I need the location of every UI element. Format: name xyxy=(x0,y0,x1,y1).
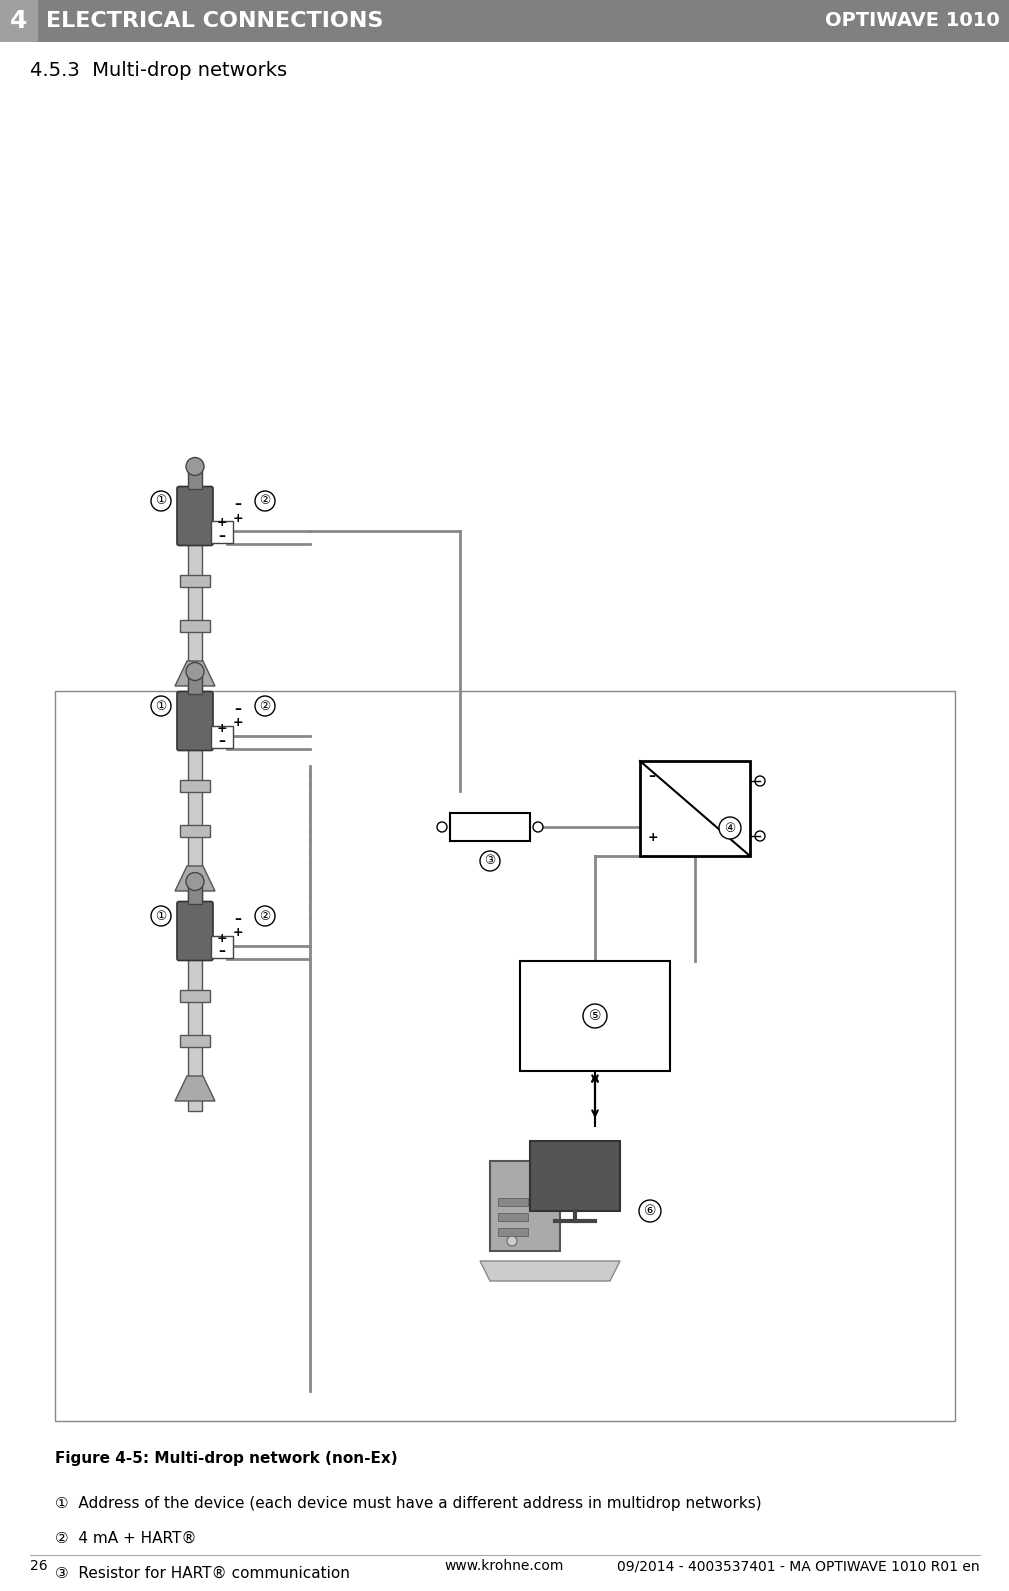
Text: ⑤: ⑤ xyxy=(588,1009,601,1023)
Bar xyxy=(498,1228,528,1236)
FancyBboxPatch shape xyxy=(177,487,213,546)
Bar xyxy=(0,0,38,41)
Text: –: – xyxy=(219,943,225,958)
Text: –: – xyxy=(219,528,225,543)
Circle shape xyxy=(186,458,204,476)
Bar xyxy=(180,990,210,1002)
Text: 09/2014 - 4003537401 - MA OPTIWAVE 1010 R01 en: 09/2014 - 4003537401 - MA OPTIWAVE 1010 … xyxy=(618,1559,980,1573)
Bar xyxy=(188,676,202,694)
Text: Figure 4-5: Multi-drop network (non-Ex): Figure 4-5: Multi-drop network (non-Ex) xyxy=(55,1451,398,1465)
Text: ①: ① xyxy=(155,700,166,713)
Bar xyxy=(498,1212,528,1220)
Circle shape xyxy=(755,831,765,842)
Circle shape xyxy=(255,695,275,716)
Bar xyxy=(211,936,233,958)
Polygon shape xyxy=(175,660,215,686)
Bar xyxy=(211,725,233,748)
Circle shape xyxy=(151,695,171,716)
Text: ②  4 mA + HART®: ② 4 mA + HART® xyxy=(55,1531,197,1546)
Bar xyxy=(188,536,202,695)
Circle shape xyxy=(719,818,741,838)
Polygon shape xyxy=(175,1076,215,1101)
Circle shape xyxy=(151,905,171,926)
Text: www.krohne.com: www.krohne.com xyxy=(444,1559,564,1573)
Circle shape xyxy=(507,1236,517,1246)
Bar xyxy=(55,690,955,1421)
Text: ③: ③ xyxy=(484,854,495,867)
Text: ①  Address of the device (each device must have a different address in multidrop: ① Address of the device (each device mus… xyxy=(55,1496,762,1511)
Text: +: + xyxy=(217,721,227,735)
FancyBboxPatch shape xyxy=(177,902,213,961)
Circle shape xyxy=(437,823,447,832)
Bar xyxy=(530,1141,620,1211)
Bar xyxy=(180,620,210,632)
Bar xyxy=(188,886,202,904)
Text: +: + xyxy=(217,517,227,530)
Circle shape xyxy=(583,1004,607,1028)
Bar xyxy=(498,1198,528,1206)
Text: ⑥: ⑥ xyxy=(644,1204,656,1219)
Bar xyxy=(180,574,210,587)
Bar xyxy=(450,813,530,842)
Text: –: – xyxy=(234,912,241,926)
Text: ④: ④ xyxy=(724,821,736,835)
Polygon shape xyxy=(480,1262,620,1281)
Bar xyxy=(180,780,210,792)
Text: ①: ① xyxy=(155,495,166,508)
Text: ②: ② xyxy=(259,700,270,713)
Bar xyxy=(180,826,210,837)
Text: ①: ① xyxy=(155,910,166,923)
Text: 26: 26 xyxy=(30,1559,47,1573)
Polygon shape xyxy=(175,866,215,891)
Text: OPTIWAVE 1010: OPTIWAVE 1010 xyxy=(825,11,1000,30)
Text: –: – xyxy=(219,733,225,748)
Text: ②: ② xyxy=(259,495,270,508)
Bar xyxy=(188,471,202,488)
Bar xyxy=(0,0,1009,41)
Text: ②: ② xyxy=(259,910,270,923)
Text: 4.5.3  Multi-drop networks: 4.5.3 Multi-drop networks xyxy=(30,60,288,80)
Circle shape xyxy=(186,662,204,681)
Circle shape xyxy=(255,492,275,511)
Text: –: – xyxy=(648,768,655,783)
Text: +: + xyxy=(648,831,659,843)
Text: +: + xyxy=(217,931,227,945)
Circle shape xyxy=(480,851,500,870)
Bar xyxy=(188,951,202,1111)
Bar xyxy=(180,1036,210,1047)
Text: +: + xyxy=(233,716,243,730)
Bar xyxy=(520,961,670,1071)
Bar xyxy=(188,741,202,901)
Circle shape xyxy=(255,905,275,926)
Text: –: – xyxy=(234,702,241,716)
Circle shape xyxy=(639,1200,661,1222)
Text: +: + xyxy=(233,511,243,525)
Circle shape xyxy=(755,776,765,786)
Text: 4: 4 xyxy=(10,10,27,33)
Text: ③  Resistor for HART® communication: ③ Resistor for HART® communication xyxy=(55,1566,350,1581)
Bar xyxy=(490,1161,560,1251)
Text: –: – xyxy=(234,496,241,511)
Circle shape xyxy=(151,492,171,511)
Text: ELECTRICAL CONNECTIONS: ELECTRICAL CONNECTIONS xyxy=(46,11,383,30)
Circle shape xyxy=(186,872,204,891)
Bar xyxy=(211,520,233,543)
FancyBboxPatch shape xyxy=(177,692,213,751)
Circle shape xyxy=(533,823,543,832)
Text: +: + xyxy=(233,926,243,940)
Bar xyxy=(640,760,750,856)
